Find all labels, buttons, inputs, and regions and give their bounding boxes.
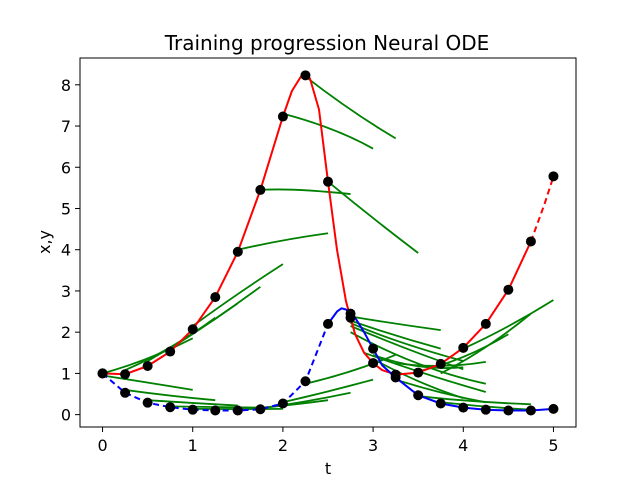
- x-tick-label: 0: [97, 436, 107, 455]
- prediction-segment: [440, 312, 532, 375]
- x-observation-point: [120, 369, 131, 380]
- x-observation-point: [210, 292, 221, 303]
- y-observation-point: [142, 397, 153, 408]
- y-tick-label: 5: [61, 199, 71, 218]
- y-observation-point: [187, 404, 198, 415]
- y-observation-point: [97, 368, 108, 379]
- plot-frame: [79, 57, 577, 428]
- prediction-segment: [282, 378, 374, 404]
- y-observation-point: [548, 403, 559, 414]
- y-observation-point: [210, 405, 221, 416]
- x-observation-point: [187, 324, 198, 335]
- x-observation-point: [165, 346, 176, 357]
- x-observation-point: [323, 176, 333, 187]
- x-trajectory-line: [102, 74, 532, 376]
- prediction-segment: [418, 395, 531, 406]
- y-trajectory-line: [327, 307, 554, 412]
- x-observation-point: [458, 342, 469, 353]
- y-observation-point: [390, 372, 401, 383]
- prediction-segment: [327, 180, 419, 254]
- prediction-segment: [102, 337, 194, 375]
- prediction-segment: [102, 374, 193, 391]
- x-observation-point: [232, 246, 243, 257]
- x-observation-point: [503, 284, 514, 295]
- prediction-segment: [260, 391, 351, 410]
- prediction-segment: [350, 331, 487, 385]
- y-axis: 0 1 2 3 4 5 6 7 8: [61, 76, 80, 425]
- y-observation-point: [368, 343, 379, 354]
- prediction-segment: [260, 188, 351, 195]
- y-tick-label: 1: [61, 364, 71, 383]
- y-observation-point: [413, 390, 424, 401]
- x-tick-label: 5: [548, 436, 558, 455]
- y-observation-point: [345, 308, 356, 319]
- y-trajectory-line: [101, 323, 329, 412]
- prediction-segment: [192, 263, 284, 327]
- x-observation-point: [548, 171, 559, 182]
- y-tick-label: 4: [61, 241, 71, 260]
- y-observation-point: [120, 387, 131, 398]
- x-tick-label: 4: [458, 436, 468, 455]
- x-observation-point: [480, 318, 491, 329]
- x-tick-label: 3: [368, 436, 378, 455]
- x-observation-point: [413, 367, 424, 378]
- y-tick-label: 7: [61, 117, 71, 136]
- y-observation-point: [255, 404, 266, 415]
- x-tick-label: 2: [278, 436, 288, 455]
- y-tick-label: 3: [61, 282, 71, 301]
- x-observation-point: [368, 358, 379, 369]
- prediction-segment: [304, 75, 397, 140]
- y-observation-point: [300, 376, 311, 387]
- y-tick-label: 2: [61, 323, 71, 342]
- prediction-segment: [147, 399, 238, 407]
- y-tick-label: 0: [61, 406, 71, 425]
- y-axis-label: x,y: [35, 230, 54, 254]
- y-observation-point: [435, 398, 446, 409]
- prediction-segment: [282, 112, 374, 150]
- x-observation-point: [300, 70, 311, 81]
- plot-area: [97, 70, 559, 416]
- x-observation-point: [142, 360, 153, 371]
- x-observation-point: [255, 184, 266, 195]
- y-observation-point: [165, 402, 176, 413]
- prediction-segment: [462, 299, 554, 350]
- y-tick-label: 8: [61, 76, 71, 95]
- x-tick-label: 1: [188, 436, 198, 455]
- x-observation-point: [525, 236, 536, 247]
- prediction-segment: [237, 232, 329, 251]
- y-observation-point: [458, 402, 469, 413]
- chart-title: Training progression Neural ODE: [164, 31, 490, 55]
- x-observation-point: [277, 111, 288, 122]
- x-axis-label: t: [325, 459, 331, 478]
- y-observation-point: [525, 405, 536, 416]
- y-observation-point: [503, 405, 514, 416]
- x-observation-point: [435, 358, 446, 369]
- prediction-segment: [305, 354, 396, 385]
- y-observation-point: [232, 405, 243, 416]
- y-observation-point: [277, 398, 288, 409]
- y-observation-point: [480, 404, 491, 415]
- x-axis: 0 1 2 3 4 5: [97, 427, 559, 455]
- x-trajectory-line: [529, 175, 555, 242]
- prediction-segment: [350, 315, 441, 332]
- prediction-segment: [124, 389, 216, 402]
- y-observation-point: [323, 318, 333, 329]
- y-tick-label: 6: [61, 158, 71, 177]
